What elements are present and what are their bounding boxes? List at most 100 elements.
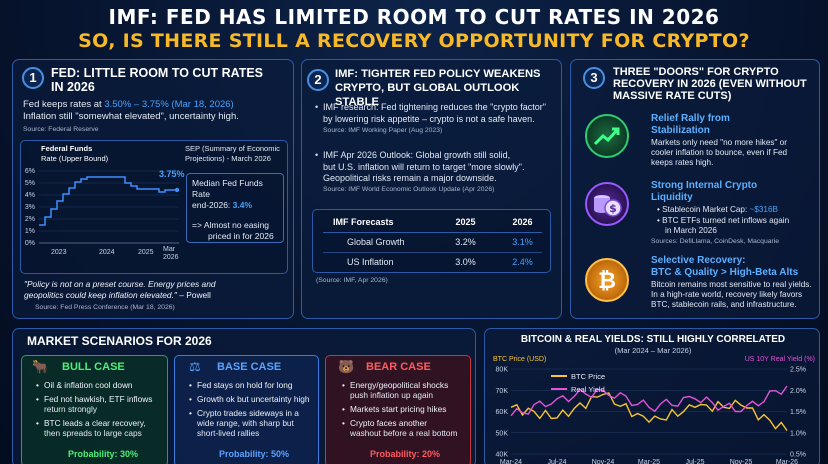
x-tick-2026: 2026 [163, 254, 179, 261]
door2-bullet2-line2: in March 2026 [665, 226, 717, 235]
quote-line1: "Policy is not on a preset course. Energ… [24, 279, 216, 289]
left-axis-label: BTC Price (USD) [493, 356, 546, 363]
x-tick: Nov-25 [730, 459, 753, 464]
left-tick: 80K [496, 367, 509, 374]
y-tick-4: 4% [25, 192, 35, 199]
imf-source1: Source: IMF Working Paper (Aug 2023) [323, 127, 443, 134]
note-line1: => Almost no easing [192, 220, 270, 230]
bull-icon: 🐂 [32, 359, 49, 374]
bull-bullet3-line1: BTC leads a clear recovery, [36, 418, 146, 428]
legend-btc: BTC Price [571, 372, 605, 381]
bear-icon: 🐻 [338, 359, 355, 374]
rate-range: 3.50% – 3.75% [104, 99, 169, 110]
x-tick: Jul-25 [685, 459, 704, 464]
coins-icon: $ [585, 182, 629, 226]
trend-up-icon [585, 114, 629, 158]
rate-date: (Mar 18, 2026) [168, 99, 234, 110]
door2-bullet1: • Stablecoin Market Cap: ~$316B [657, 205, 779, 214]
x-tick: Mar-24 [500, 459, 522, 464]
quote-source: Source: Fed Press Conference (Mar 18, 20… [35, 304, 175, 311]
right-tick: 1.0% [790, 430, 806, 437]
left-tick: 60K [496, 409, 509, 416]
bear-probability: Probability: 20% [370, 449, 441, 459]
door1-text-line2: cooler inflation to bounce, even if Fed [651, 148, 788, 157]
table-row-inflation-2026: 2.4% [512, 257, 533, 267]
panel-number-2: 2 [307, 69, 329, 91]
panel-doors: 3 THREE "DOORS" FOR CRYPTO RECOVERY IN 2… [570, 59, 820, 319]
panel-imf: 2 IMF: TIGHTER FED POLICY WEAKENS CRYPTO… [301, 59, 562, 319]
page-subtitle: SO, IS THERE STILL A RECOVERY OPPORTUNIT… [78, 30, 750, 52]
x-tick: Mar-25 [638, 459, 660, 464]
median-value: 3.4% [232, 200, 253, 210]
door1-head-line2: Stabilization [651, 125, 710, 136]
door3-head-line1: Selective Recovery: [651, 255, 746, 266]
door1-text-line1: Markets only need "no more hikes" or [651, 138, 787, 147]
x-tick: Nov-24 [592, 459, 615, 464]
fed-rate-chart: 6% 5% 4% 3% 2% 1% 0% 2023 2024 [25, 168, 180, 261]
door3-text-line2: In a high-rate world, recovery likely fa… [651, 290, 803, 299]
table-header-2025: 2025 [455, 217, 476, 227]
quote-author: – Powell [176, 290, 211, 300]
sep-title-line1: SEP (Summary of Economic [185, 144, 280, 153]
stablecoin-label: Stablecoin Market Cap: [662, 205, 750, 214]
imf-outlook-bullet-line3: Geopolitical risks remain a major downsi… [323, 173, 497, 183]
table-row-global-2026: 3.1% [512, 237, 533, 247]
door1-text-line3: keeps rates high. [651, 158, 714, 167]
bear-bullet3-line1: Crypto faces another [342, 418, 427, 428]
panel3-title-line3: MASSIVE RATE CUTS) [613, 90, 732, 102]
imf-outlook-bullet-line1: IMF Apr 2026 Outlook: Global growth stil… [315, 150, 510, 161]
table-row-inflation-label: US Inflation [347, 257, 394, 267]
right-tick: 2.5% [790, 367, 806, 374]
left-tick: 50K [496, 430, 509, 437]
panel-number-3: 3 [583, 67, 605, 89]
bitcoin-icon: ₿ [585, 258, 629, 302]
fed-chart-title-line2: Rate (Upper Bound) [41, 154, 109, 163]
panel1-rate-text: Fed keeps rates at 3.50% – 3.75% (Mar 18… [23, 99, 234, 111]
right-tick: 2.0% [790, 388, 806, 395]
y-tick-1: 1% [25, 228, 35, 235]
scales-icon: ⚖ [189, 359, 201, 374]
table-row-global-label: Global Growth [347, 237, 405, 247]
door2-bullet2-line1: • BTC ETFs turned net inflows again [657, 216, 790, 225]
base-bullet1: Fed stays on hold for long [189, 380, 293, 390]
y-tick-0: 0% [25, 240, 35, 247]
table-row-inflation-2025: 3.0% [455, 257, 476, 267]
sep-title-line2: Projections) - March 2026 [185, 154, 271, 163]
base-title: BASE CASE [217, 361, 282, 373]
median-line1: Median Fed Funds Rate [192, 178, 263, 199]
right-axis-label: US 10Y Real Yield (%) [745, 356, 815, 363]
imf-source2: Source: IMF World Economic Outlook Updat… [323, 186, 495, 193]
etf-text-line1: BTC ETFs turned net inflows again [662, 216, 790, 225]
panel-scenarios: MARKET SCENARIOS FOR 2026 🐂 BULL CASE Oi… [12, 328, 476, 464]
fed-end-label: 3.75% [159, 169, 185, 179]
page-title: IMF: FED HAS LIMITED ROOM TO CUT RATES I… [108, 5, 720, 29]
panel3-title-line1: THREE "DOORS" FOR CRYPTO [613, 66, 779, 78]
base-probability: Probability: 50% [219, 449, 290, 459]
table-header-forecasts: IMF Forecasts [333, 217, 394, 227]
base-bullet2: Growth ok but uncertainty high [189, 394, 309, 404]
btc-chart-title: BITCOIN & REAL YIELDS: STILL HIGHLY CORR… [520, 334, 786, 345]
right-tick: 0.5% [790, 452, 806, 459]
x-tick: Mar-26 [776, 459, 798, 464]
imf-table-source: (Source: IMF, Apr 2026) [316, 277, 388, 284]
scenarios-title: MARKET SCENARIOS FOR 2026 [27, 334, 212, 348]
imf-research-bullet-line2: by lowering risk appetite – crypto is no… [323, 114, 535, 124]
legend-yield: Real Yield [571, 385, 605, 394]
panel-fed: 1 FED: LITTLE ROOM TO CUT RATES IN 2026 … [12, 59, 294, 319]
bear-bullet1-line1: Energy/geopolitical shocks [342, 380, 448, 390]
rate-text-prefix: Fed keeps rates at [23, 99, 105, 110]
table-header-2026: 2026 [512, 217, 533, 227]
median-line2-prefix: end-2026: [192, 200, 233, 210]
base-bullet3-line1: Crypto trades sideways in a [189, 408, 299, 418]
panel3-title-line2: RECOVERY IN 2026 (EVEN WITHOUT [613, 78, 807, 90]
bear-bullet1-line2: push inflation up again [350, 390, 434, 400]
svg-text:₿: ₿ [598, 269, 616, 294]
imf-research-bullet-line1: IMF research: Fed tightening reduces the… [315, 102, 546, 113]
panel1-inflation-text: Inflation still "somewhat elevated", unc… [23, 111, 239, 122]
bull-case-card: 🐂 BULL CASE Oil & inflation cool down Fe… [21, 355, 168, 464]
door3-text-line3: BTC, stablecoin rails, and infrastructur… [651, 300, 797, 309]
bull-bullet2-line2: return strongly [44, 404, 98, 414]
right-tick: 1.5% [790, 409, 806, 416]
table-row-global-2025: 3.2% [455, 237, 476, 247]
note-line2: priced in for 2026 [208, 231, 274, 241]
